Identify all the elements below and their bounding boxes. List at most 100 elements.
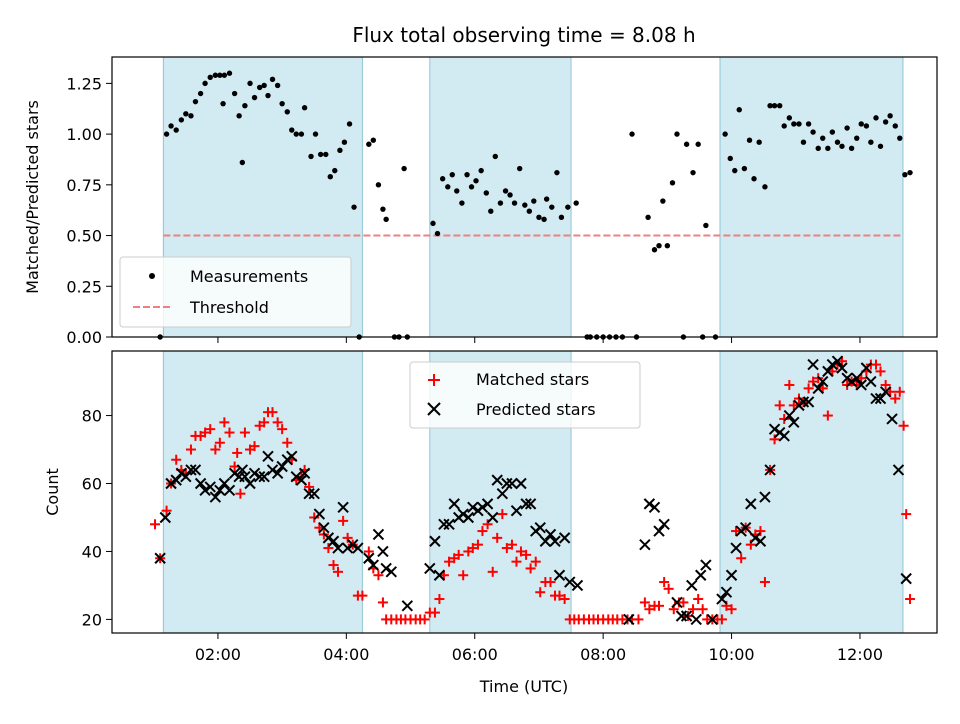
predicted-stars-point	[341, 542, 354, 554]
top-shaded-intervals	[162, 56, 904, 338]
matched-stars-point	[774, 400, 785, 411]
predicted-stars-point	[874, 392, 887, 405]
measurement-point	[346, 121, 353, 127]
measurement-point	[868, 139, 874, 145]
predicted-stars-point	[506, 477, 518, 490]
predicted-stars-point	[204, 481, 216, 493]
matched-stars-point	[342, 532, 353, 543]
measurement-point	[265, 92, 271, 99]
predicted-stars-point	[725, 569, 738, 581]
top-ytick-label: 0.00	[66, 328, 102, 347]
matched-stars-point	[880, 379, 891, 390]
measurement-point	[366, 141, 372, 147]
bottom-y-ticks: 20 40 60 80	[82, 407, 112, 629]
predicted-stars-point	[209, 491, 222, 503]
measurement-point	[401, 165, 407, 172]
predicted-stars-point	[170, 474, 182, 486]
measurement-point	[284, 109, 290, 115]
predicted-stars-point	[802, 396, 815, 408]
measurement-point	[526, 208, 533, 214]
bottom-legend-box	[409, 361, 641, 429]
predicted-stars-point	[347, 538, 359, 551]
predicted-stars-point	[549, 535, 561, 547]
matched-stars-point	[633, 614, 644, 625]
matched-stars-point	[890, 393, 901, 404]
measurement-point	[536, 214, 542, 220]
predicted-stars-point	[716, 593, 728, 605]
matched-stars-point	[736, 553, 747, 564]
measurement-point	[434, 230, 441, 237]
measurement-point	[236, 113, 242, 119]
bottom-xtick-label: 02:00	[195, 645, 241, 664]
matched-stars-point	[554, 590, 565, 601]
legend-threshold-label: Threshold	[189, 298, 269, 317]
measurement-point	[736, 107, 742, 113]
predicted-stars-point	[429, 535, 441, 547]
bottom-legend: Matched stars Predicted stars	[409, 361, 641, 429]
bottom-xtick-label: 04:00	[323, 645, 369, 664]
predicted-stars-point	[845, 375, 858, 388]
measurement-point	[727, 155, 733, 162]
predicted-stars-point	[159, 511, 171, 524]
matched-stars-point	[338, 515, 349, 526]
predicted-stars-point	[262, 450, 274, 463]
measurement-point	[722, 131, 728, 137]
chart-title: Flux total observing time = 8.08 h	[352, 23, 695, 47]
measurement-point	[858, 121, 864, 127]
predicted-stars-point	[244, 477, 256, 490]
matched-stars-point	[693, 594, 704, 605]
measurement-point	[449, 171, 455, 178]
matched-stars-point	[282, 437, 293, 448]
predicted-stars-point	[675, 610, 688, 622]
measurement-point	[483, 190, 489, 196]
matched-stars-point	[472, 539, 483, 550]
measurement-point	[897, 135, 903, 141]
predicted-stars-point	[759, 491, 771, 503]
measurement-point	[497, 200, 504, 206]
measurement-point	[492, 153, 498, 160]
bottom-ytick-label: 80	[82, 407, 102, 426]
top-y-ticks: 0.00 0.25 0.50 0.75 1.00 1.25	[66, 74, 112, 347]
predicted-stars-point	[892, 464, 905, 476]
measurement-point	[690, 169, 696, 176]
matched-stars-point	[214, 437, 225, 448]
measurement-point	[839, 143, 845, 149]
matched-stars-point	[716, 614, 727, 625]
measurement-point	[805, 121, 812, 127]
measurement-point	[173, 127, 179, 133]
measurement-point	[351, 204, 357, 210]
matched-stars-point	[323, 543, 334, 554]
measurement-point	[762, 184, 768, 190]
predicted-stars-point	[236, 464, 249, 476]
matched-stars-point	[779, 413, 790, 424]
matched-stars-point	[905, 594, 916, 605]
top-shade-2	[719, 56, 904, 338]
matched-stars-point	[515, 546, 526, 557]
top-ytick-label: 0.75	[66, 176, 102, 195]
measurement-point	[810, 129, 816, 135]
matched-stars-point	[235, 488, 246, 499]
measurement-point	[892, 123, 898, 129]
measurement-point	[522, 202, 528, 208]
matched-stars-point	[419, 614, 430, 625]
predicted-stars-point	[199, 484, 211, 497]
measurement-point	[669, 180, 676, 186]
bottom-shade-2	[719, 350, 904, 634]
top-panel: 0.00 0.25 0.50 0.75 1.00 1.25 Matched/Predict…	[23, 56, 938, 347]
predicted-stars-point	[448, 498, 460, 510]
measurement-point	[660, 198, 666, 204]
matched-stars-point	[277, 424, 288, 435]
matched-stars-point	[171, 454, 182, 465]
matched-stars-point	[482, 519, 493, 530]
matched-stars-point	[759, 577, 770, 588]
matched-stars-point	[663, 583, 674, 594]
predicted-stars-point	[749, 532, 762, 544]
predicted-stars-point	[544, 528, 557, 541]
measurement-point	[212, 72, 219, 78]
predicted-stars-point	[481, 498, 494, 510]
predicted-stars-point	[778, 430, 790, 442]
predicted-stars-point	[700, 559, 712, 571]
measurement-point	[907, 169, 913, 176]
predicted-stars-point	[817, 375, 829, 388]
